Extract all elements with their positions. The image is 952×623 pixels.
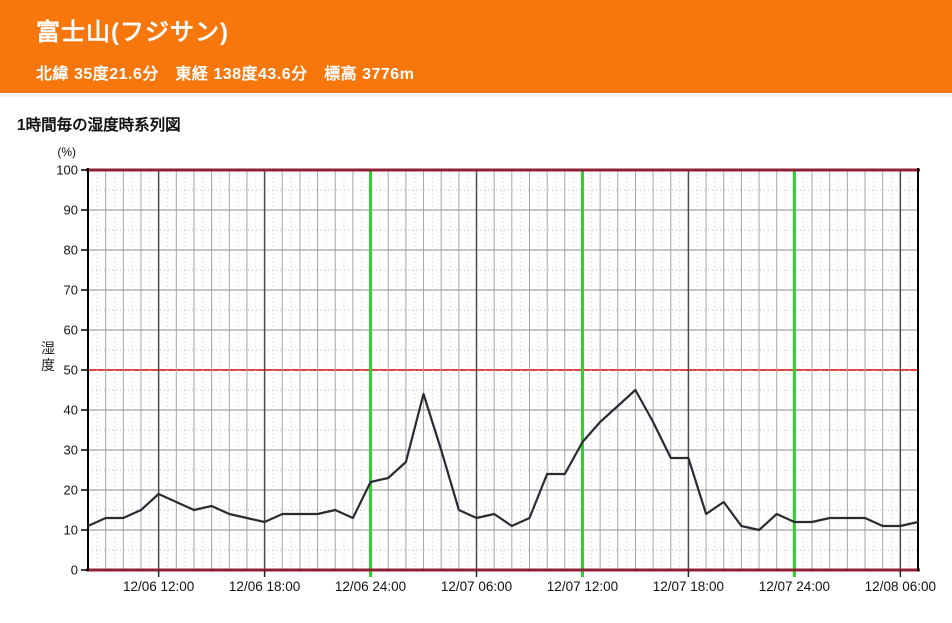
x-tick-label: 12/06 18:00 [229, 579, 300, 594]
station-coordinates: 北緯 35度21.6分 東経 138度43.6分 標高 3776m [36, 66, 415, 83]
grid-vertical [96, 170, 910, 570]
chart-heading: 1時間毎の湿度時系列図 [17, 117, 181, 134]
humidity-line [86, 388, 920, 532]
station-title: 富士山(フジサン) [36, 19, 229, 46]
y-tick-label: 40 [64, 403, 78, 418]
y-axis-unit-label: (%) [57, 145, 76, 159]
y-tick-label: 30 [64, 443, 78, 458]
x-axis-labels: 12/06 12:00 12/06 18:00 12/06 24:00 12/07 0… [123, 570, 936, 594]
y-tick-label: 80 [64, 243, 78, 258]
x-tick-label: 12/07 06:00 [441, 579, 512, 594]
x-tick-label: 12/06 12:00 [123, 579, 194, 594]
y-tick-label: 60 [64, 323, 78, 338]
y-tick-label: 70 [64, 283, 78, 298]
y-tick-label: 20 [64, 483, 78, 498]
x-tick-label: 12/08 06:00 [865, 579, 936, 594]
x-tick-label: 12/06 24:00 [335, 579, 406, 594]
y-axis-title: 湿度 [41, 340, 55, 373]
y-tick-label: 10 [64, 523, 78, 538]
y-tick-label: 50 [64, 363, 78, 378]
y-tick-label: 100 [56, 163, 78, 178]
y-tick-label: 90 [64, 203, 78, 218]
y-tick-label: 0 [71, 563, 78, 578]
humidity-series [86, 388, 920, 532]
green-marker-lines [369, 170, 796, 577]
x-tick-label: 12/07 24:00 [759, 579, 830, 594]
y-axis-labels: 0 10 20 30 40 50 60 70 80 90 100 (%) [56, 145, 88, 578]
x-tick-label: 12/07 18:00 [653, 579, 724, 594]
y-axis-title-text: 湿度 [41, 340, 55, 373]
page-header: 富士山(フジサン) 北緯 35度21.6分 東経 138度43.6分 標高 37… [0, 0, 952, 97]
boundary-lines [86, 168, 920, 572]
x-tick-label: 12/07 12:00 [547, 579, 618, 594]
